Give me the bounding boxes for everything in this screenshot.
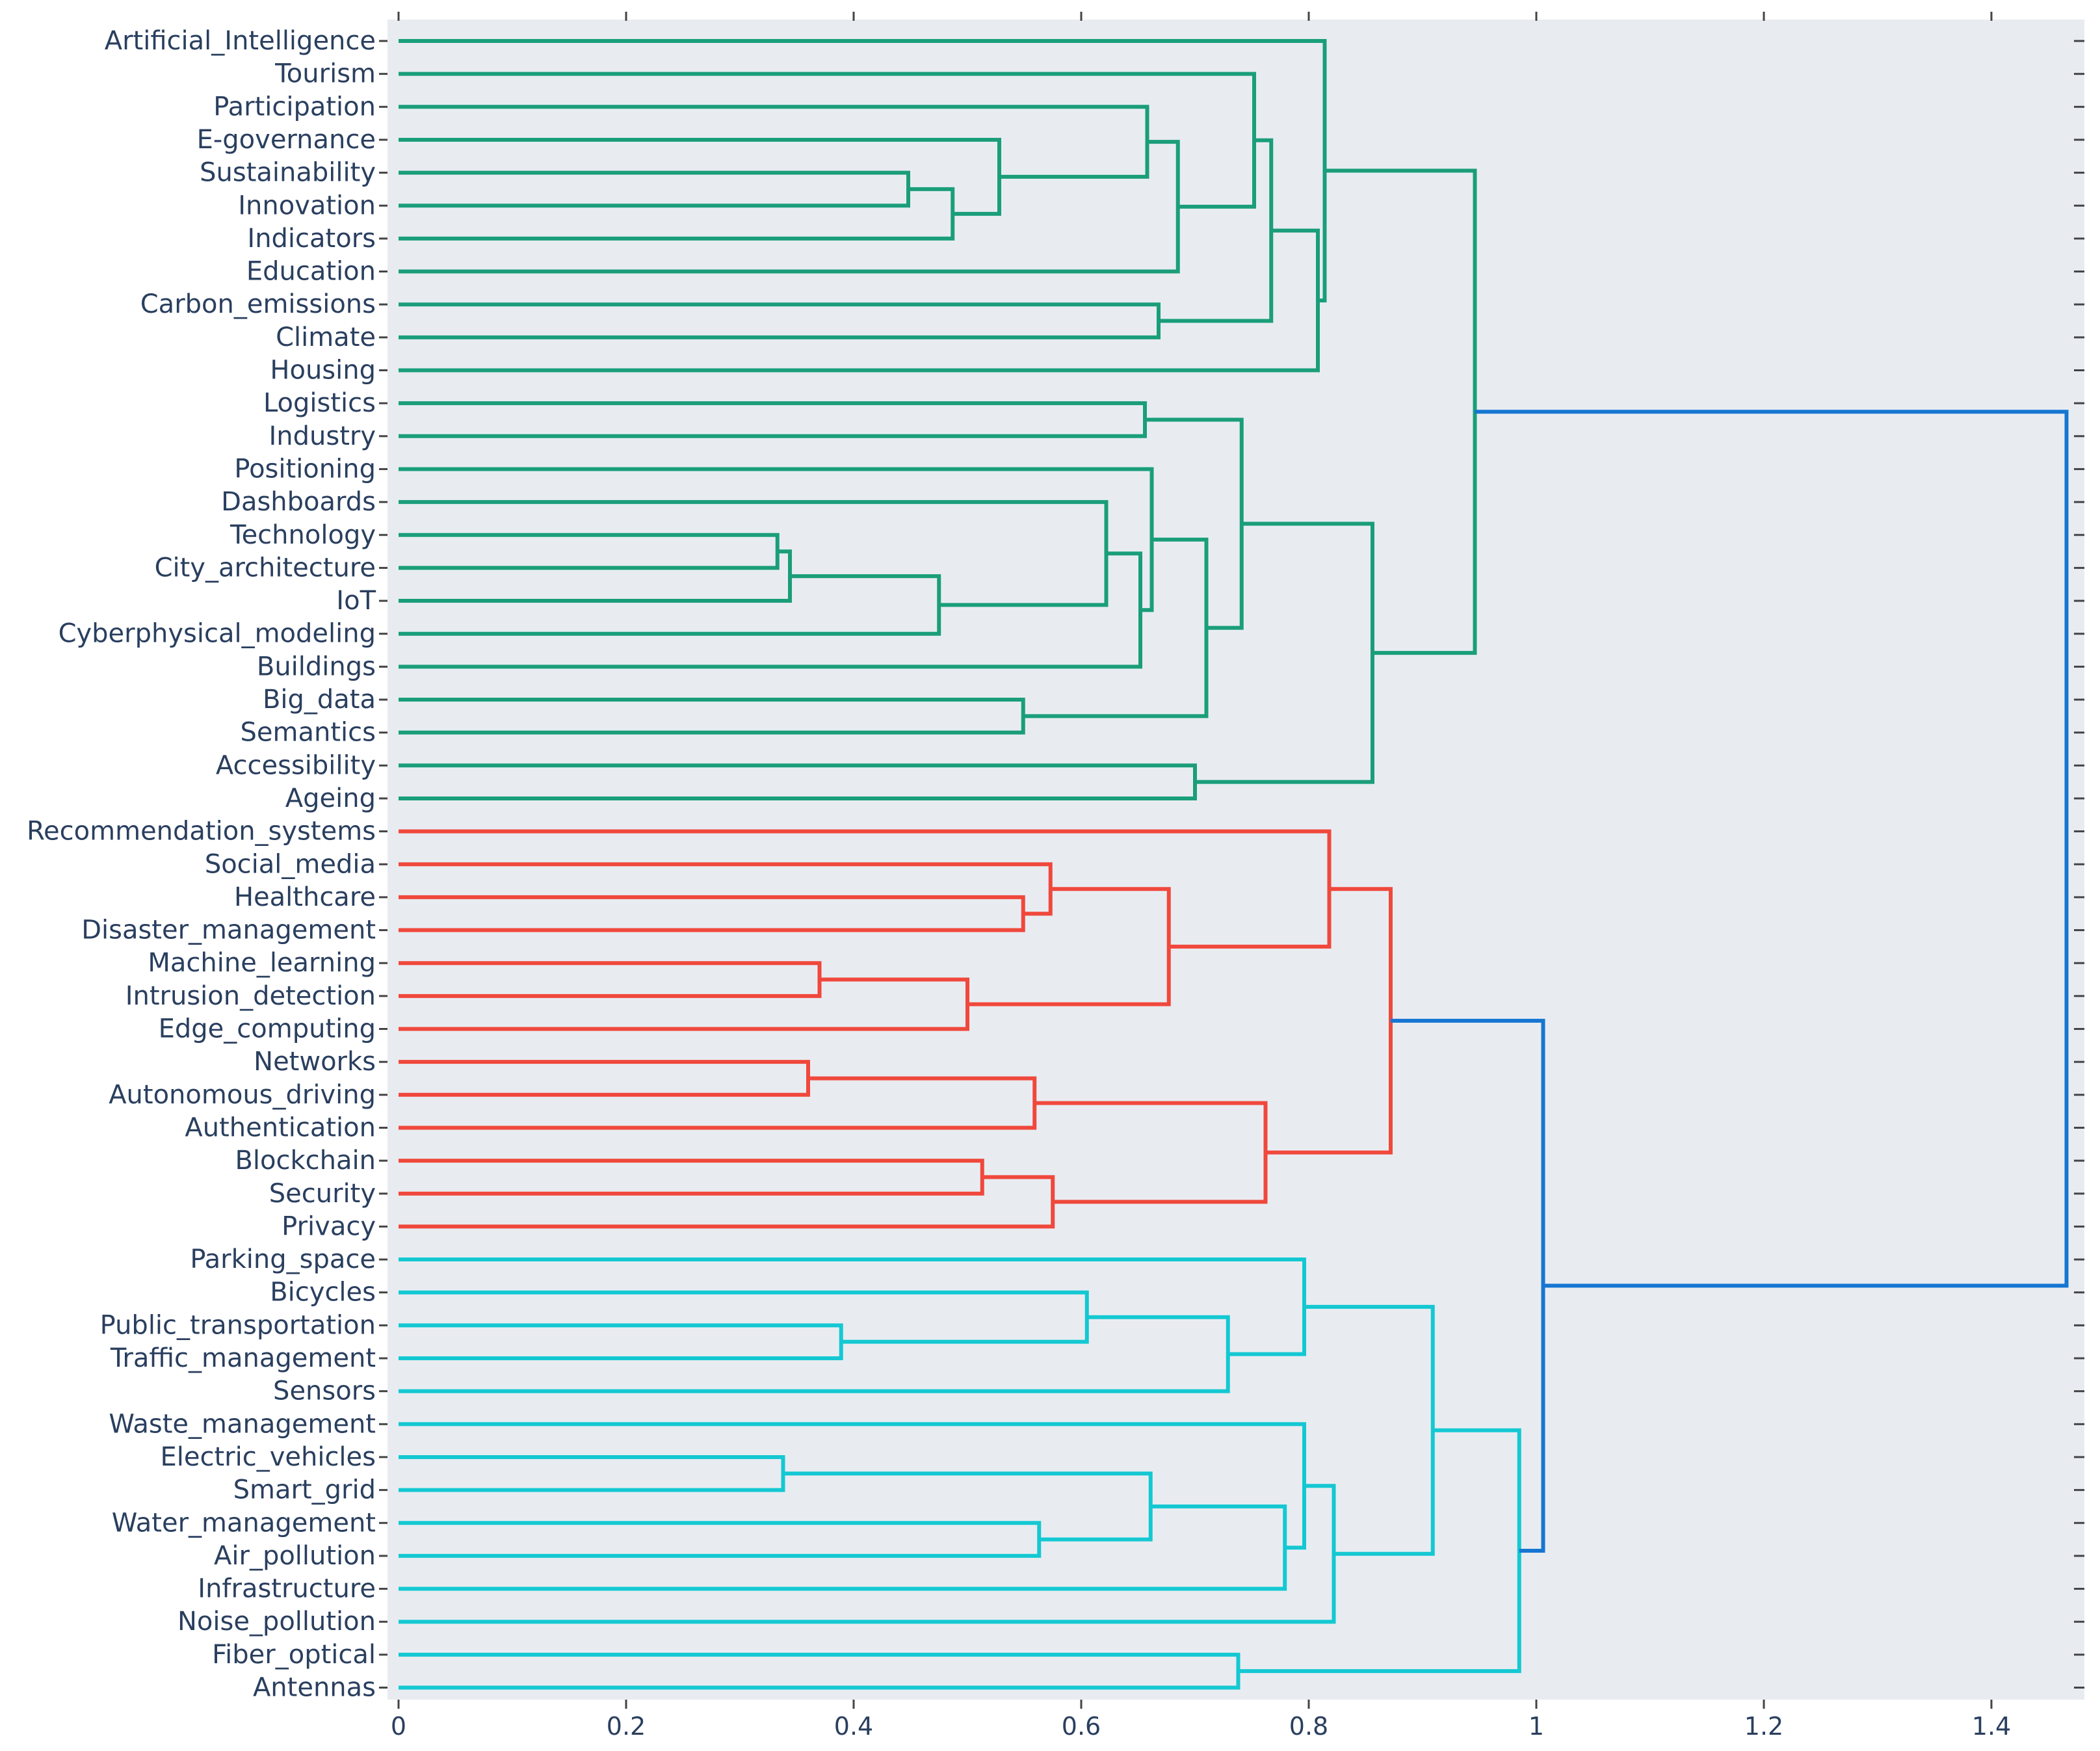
leaf-label: Buildings: [257, 652, 376, 681]
leaf-label: Privacy: [282, 1211, 376, 1241]
leaf-label: Noise_pollution: [177, 1607, 376, 1637]
leaf-label: Positioning: [234, 454, 376, 484]
leaf-label: Intrusion_detection: [125, 981, 376, 1011]
leaf-label: Healthcare: [234, 882, 376, 912]
leaf-label: City_architecture: [155, 553, 376, 583]
leaf-label: Cyberphysical_modeling: [59, 619, 376, 649]
leaf-label: Waste_management: [109, 1409, 376, 1439]
x-axis-ticks: 0 0.2 0.4 0.6 0.8 1 1.2 1.4: [391, 1700, 2011, 1741]
leaf-label: Industry: [269, 421, 376, 451]
leaf-label: Logistics: [263, 388, 376, 418]
leaf-label: Air_pollution: [214, 1541, 376, 1571]
leaf-label: Sensors: [273, 1376, 376, 1406]
leaf-label: Education: [246, 257, 376, 287]
leaf-label: Electric_vehicles: [160, 1442, 376, 1472]
right-tick-marks: [2074, 40, 2084, 1689]
leaf-label: Smart_grid: [233, 1475, 376, 1505]
leaf-label: Carbon_emissions: [140, 289, 376, 319]
leaf-label: Fiber_optical: [212, 1640, 376, 1670]
leaf-label: Edge_computing: [159, 1014, 376, 1044]
leaf-label: Parking_space: [190, 1244, 376, 1274]
top-tick-marks: [397, 12, 1993, 21]
leaf-label: Bicycles: [270, 1278, 376, 1308]
leaf-label: Semantics: [241, 718, 376, 748]
x-tick-label: 0.4: [834, 1712, 873, 1741]
leaf-label: Housing: [270, 356, 376, 386]
leaf-label: Traffic_management: [110, 1343, 376, 1373]
plot-background: [387, 20, 2084, 1700]
leaf-label: Dashboards: [221, 487, 376, 517]
leaf-label: Water_management: [112, 1508, 376, 1538]
leaf-label: Technology: [230, 520, 376, 550]
x-tick-label: 0.6: [1062, 1712, 1101, 1741]
leaf-label: Accessibility: [216, 750, 376, 780]
leaf-label: Autonomous_driving: [109, 1080, 376, 1110]
leaf-label: Ageing: [285, 783, 376, 813]
leaf-label: Public_transportation: [100, 1310, 376, 1340]
leaf-label: Infrastructure: [198, 1574, 376, 1604]
leaf-label: Machine_learning: [148, 948, 376, 978]
x-tick-label: 1.2: [1744, 1712, 1783, 1741]
leaf-label: Innovation: [238, 191, 376, 220]
x-tick-label: 0.8: [1289, 1712, 1328, 1741]
leaf-label: Security: [269, 1179, 376, 1209]
leaf-labels: Artificial_IntelligenceTourismParticipat…: [27, 26, 387, 1703]
leaf-label: Disaster_management: [81, 915, 376, 945]
leaf-label: IoT: [336, 586, 376, 616]
leaf-label: Indicators: [247, 224, 376, 254]
leaf-label: Networks: [254, 1047, 376, 1077]
leaf-label: Antennas: [253, 1673, 376, 1703]
leaf-label: Social_media: [205, 849, 376, 879]
x-tick-label: 1: [1529, 1712, 1544, 1741]
x-tick-label: 1.4: [1972, 1712, 2011, 1741]
x-tick-label: 0.2: [607, 1712, 646, 1741]
leaf-label: Recommendation_systems: [27, 817, 376, 847]
leaf-label: Authentication: [185, 1112, 376, 1142]
leaf-label: Participation: [213, 92, 376, 122]
dendrogram-links: [399, 39, 2069, 1690]
leaf-label: Big_data: [263, 685, 376, 715]
leaf-label: Climate: [276, 323, 376, 352]
leaf-label: Artificial_Intelligence: [105, 26, 376, 56]
leaf-label: Sustainability: [200, 158, 376, 188]
leaf-label: E-governance: [197, 125, 376, 155]
dendrogram-link: [1475, 410, 2069, 1288]
leaf-label: Blockchain: [235, 1146, 376, 1176]
x-tick-label: 0: [391, 1712, 406, 1741]
leaf-label: Tourism: [274, 59, 376, 89]
